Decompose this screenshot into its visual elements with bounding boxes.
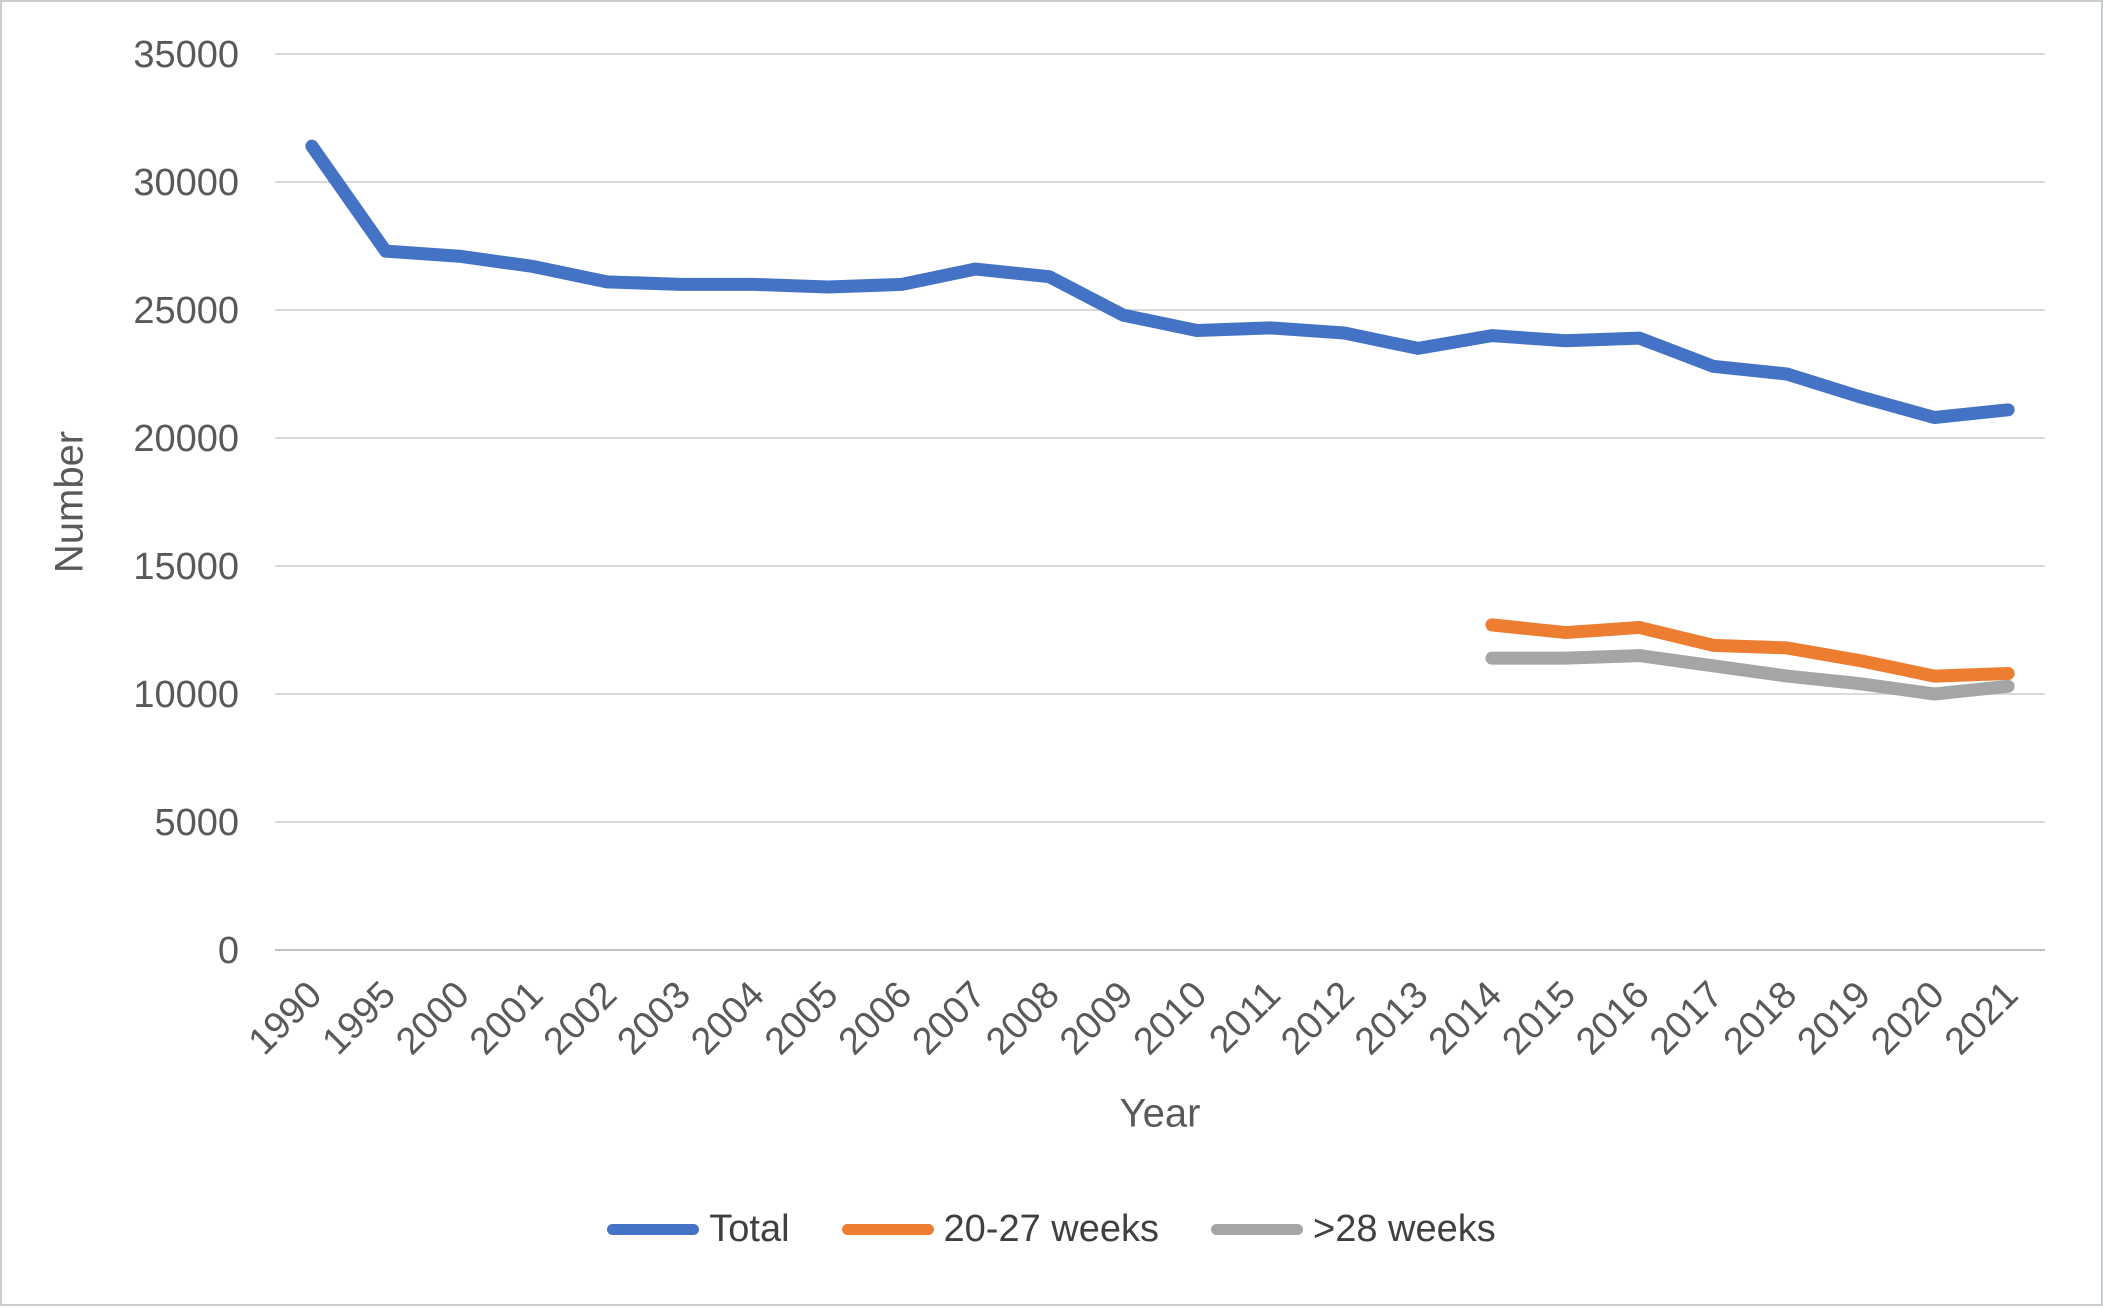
legend-label: >28 weeks xyxy=(1313,1208,1496,1250)
x-tick-label: 2018 xyxy=(1716,974,1805,1063)
x-tick-label: 2003 xyxy=(610,974,699,1063)
series-line--28-weeks xyxy=(1485,649,2015,701)
legend-item: Total xyxy=(607,1208,790,1251)
legend-label: 20-27 weeks xyxy=(943,1208,1159,1250)
y-tick-label: 25000 xyxy=(133,290,239,332)
y-tick-label: 35000 xyxy=(133,34,239,76)
y-tick-label: 5000 xyxy=(154,802,239,844)
y-tick-label: 15000 xyxy=(133,546,239,588)
y-tick-label: 0 xyxy=(218,930,239,972)
x-tick-label: 2011 xyxy=(1202,974,1289,1061)
x-tick-label: 2009 xyxy=(1052,974,1141,1063)
x-tick-label: 2017 xyxy=(1642,974,1731,1063)
x-tick-label: 2020 xyxy=(1863,974,1952,1063)
x-axis-title: Year xyxy=(1119,1091,1201,1136)
series-line-total xyxy=(305,139,2015,425)
legend: Total 20-27 weeks >28 weeks xyxy=(2,1208,2101,1251)
x-tick-label: 2006 xyxy=(831,974,920,1063)
x-tick-label: 1990 xyxy=(241,974,330,1063)
x-tick-label: 2014 xyxy=(1421,974,1510,1063)
y-tick-label: 30000 xyxy=(133,162,239,204)
legend-swatch xyxy=(1211,1224,1303,1235)
x-tick-label: 2019 xyxy=(1790,974,1879,1063)
legend-swatch xyxy=(841,1224,934,1235)
y-tick-label: 10000 xyxy=(133,674,239,716)
legend-item: >28 weeks xyxy=(1211,1208,1496,1251)
x-tick-label: 2015 xyxy=(1495,974,1584,1063)
x-tick-label: 1995 xyxy=(315,974,404,1063)
legend-swatch xyxy=(607,1224,700,1235)
x-tick-label: 2002 xyxy=(536,974,625,1063)
x-tick-label: 2013 xyxy=(1347,974,1436,1063)
x-tick-label: 2004 xyxy=(683,974,772,1063)
y-axis-title: Number xyxy=(47,430,92,574)
y-tick-label: 20000 xyxy=(133,418,239,460)
x-tick-label: 2016 xyxy=(1568,974,1657,1063)
x-tick-label: 2012 xyxy=(1273,974,1362,1063)
x-tick-label: 2000 xyxy=(388,974,477,1063)
x-tick-label: 2021 xyxy=(1937,974,2026,1063)
x-tick-label: 2001 xyxy=(462,974,551,1063)
series-line-20-27-weeks xyxy=(1485,618,2015,683)
x-tick-label: 2010 xyxy=(1126,974,1215,1063)
legend-label: Total xyxy=(709,1208,790,1250)
x-tick-label: 2008 xyxy=(978,974,1067,1063)
x-tick-label: 2007 xyxy=(905,974,994,1063)
legend-item: 20-27 weeks xyxy=(841,1208,1159,1251)
x-tick-label: 2005 xyxy=(757,974,846,1063)
